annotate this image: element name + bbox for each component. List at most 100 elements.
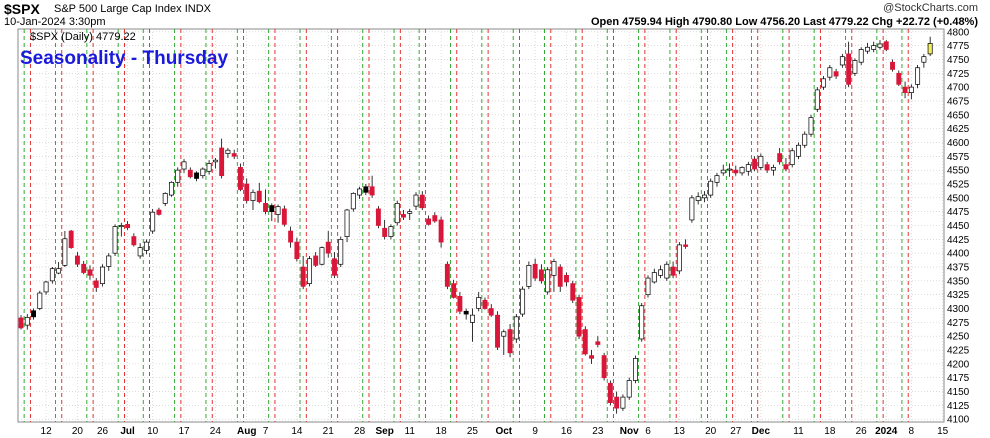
x-tick-label: 12	[41, 426, 53, 437]
y-tick-label: 4675	[947, 96, 970, 107]
x-tick-label: 20	[72, 426, 84, 437]
candle-body	[281, 208, 287, 225]
candle-body	[877, 43, 883, 48]
candle-body	[576, 297, 582, 337]
candle-body	[363, 186, 369, 193]
candle-body	[469, 314, 475, 323]
x-tick-label: Nov	[620, 426, 639, 437]
candle-body	[256, 190, 262, 203]
x-tick-label: 26	[856, 426, 868, 437]
y-tick-label: 4700	[947, 83, 970, 94]
y-tick-label: 4100	[947, 415, 970, 426]
x-tick-label: 16	[561, 426, 573, 437]
candle-body	[526, 265, 532, 287]
x-tick-label: 21	[323, 426, 335, 437]
candle-body	[758, 155, 764, 168]
candle-body	[175, 169, 181, 183]
candle-body	[219, 147, 225, 177]
candle-body	[532, 263, 538, 279]
x-tick-label: 9	[532, 426, 538, 437]
candle-body	[24, 317, 30, 326]
candle-body	[858, 49, 864, 63]
x-tick-label: 7	[263, 426, 269, 437]
y-tick-label: 4225	[947, 346, 970, 357]
candle-body	[833, 71, 839, 77]
x-tick-label: 25	[467, 426, 479, 437]
x-tick-label: 23	[592, 426, 604, 437]
candle-body	[332, 258, 337, 276]
candle-body	[62, 238, 68, 266]
candle-body	[137, 247, 143, 257]
candle-body	[407, 211, 413, 214]
candle-body	[68, 230, 74, 248]
candle-body	[720, 169, 726, 174]
candle-body	[206, 163, 212, 172]
y-tick-label: 4325	[947, 290, 970, 301]
candle-body	[49, 268, 55, 282]
candle-body	[225, 149, 231, 154]
x-tick-label: 28	[354, 426, 366, 437]
candle-body	[739, 167, 745, 174]
y-tick-label: 4475	[947, 207, 970, 218]
candle-body	[614, 396, 620, 409]
y-tick-label: 4375	[947, 263, 970, 274]
candle-body	[620, 396, 626, 409]
candle-body	[156, 209, 162, 215]
y-tick-label: 4650	[947, 110, 970, 121]
y-tick-label: 4200	[947, 359, 970, 370]
candle-body	[695, 196, 701, 201]
x-tick-label: 8	[909, 426, 915, 437]
candle-body	[676, 244, 682, 272]
candle-body	[369, 186, 375, 196]
exchange-label: INDX	[184, 3, 211, 15]
candle-body	[388, 226, 394, 237]
y-tick-label: 4525	[947, 179, 970, 190]
watermark: @StockCharts.com	[883, 2, 978, 14]
candle-body	[319, 247, 325, 265]
candle-body	[269, 205, 275, 213]
candle-body	[275, 206, 281, 215]
chart-title: Seasonality - Thursday	[20, 48, 228, 69]
candle-body	[921, 56, 927, 63]
y-tick-label: 4625	[947, 124, 970, 135]
x-tick-label: 18	[824, 426, 836, 437]
x-tick-label: Oct	[495, 426, 512, 437]
chart-legend: $SPX (Daily) 4779.22	[30, 31, 136, 43]
x-tick-label: Sep	[375, 426, 393, 437]
candle-body	[658, 269, 663, 276]
candle-body	[570, 283, 576, 301]
candle-body	[288, 230, 294, 243]
candle-body	[670, 266, 676, 276]
candle-body	[564, 274, 569, 283]
candle-body	[520, 288, 526, 315]
candle-body	[93, 280, 99, 288]
candle-body	[357, 188, 363, 196]
candle-body	[651, 272, 657, 283]
x-tick-label: Aug	[237, 426, 256, 437]
candle-body	[783, 164, 789, 170]
candle-body	[852, 60, 858, 74]
candle-body	[802, 133, 808, 146]
candle-body	[294, 241, 300, 260]
candle-body	[908, 86, 914, 94]
candle-body	[551, 261, 557, 276]
y-tick-label: 4125	[947, 401, 970, 412]
candle-body	[375, 208, 381, 226]
y-tick-label: 4300	[947, 304, 970, 315]
candle-body	[338, 238, 344, 265]
candle-body	[401, 214, 406, 218]
x-tick-label: 13	[674, 426, 686, 437]
security-name-text: S&P 500 Large Cap Index	[54, 3, 182, 15]
candle-body	[689, 197, 695, 221]
candle-body	[745, 164, 751, 172]
candle-body	[118, 225, 124, 227]
candle-body	[150, 211, 156, 232]
y-tick-label: 4500	[947, 193, 970, 204]
y-tick-label: 4275	[947, 318, 970, 329]
candle-body	[839, 56, 845, 66]
candle-body	[764, 164, 770, 171]
candle-body	[821, 78, 827, 88]
candle-body	[432, 215, 438, 222]
candle-body	[451, 283, 457, 298]
